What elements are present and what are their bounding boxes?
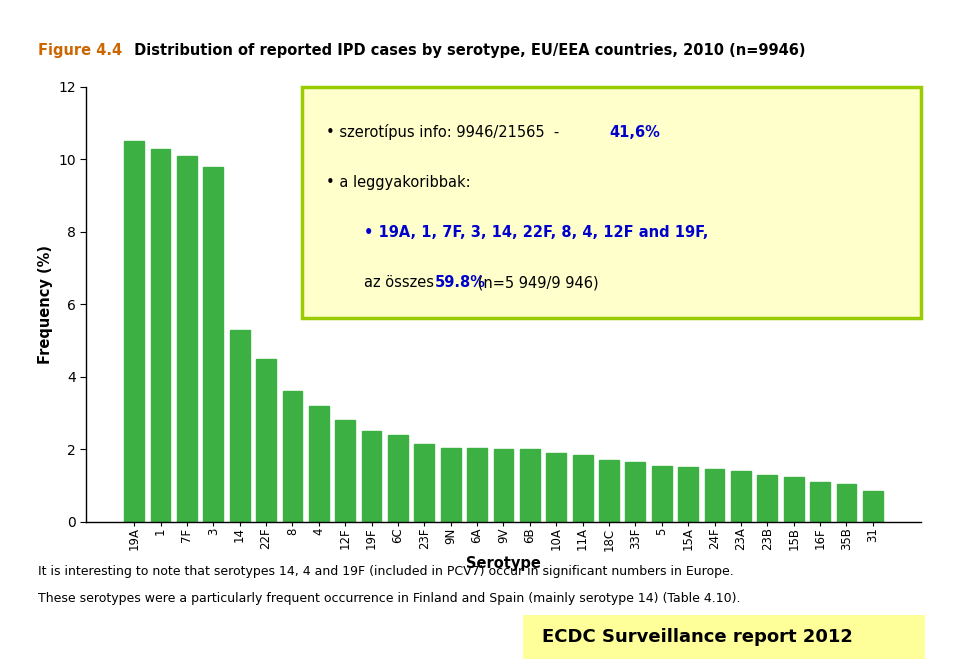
Text: • szerotípus info: 9946/21565  -: • szerotípus info: 9946/21565 - [326,124,564,140]
Bar [599,460,619,522]
Text: These serotypes were a particularly frequent occurrence in Finland and Spain (ma: These serotypes were a particularly freq… [38,592,741,605]
Bar [467,448,487,522]
Bar [705,469,724,522]
Text: Figure 4.4: Figure 4.4 [38,43,123,58]
Bar [336,420,355,522]
X-axis label: Serotype: Serotype [466,556,541,571]
Bar [810,482,830,522]
Bar [625,462,645,522]
Text: 59.8%: 59.8% [434,276,485,290]
Bar [203,167,223,522]
Bar [494,450,513,522]
Bar [678,468,698,522]
Text: az összes: az összes [364,276,439,290]
Bar [388,435,408,522]
Bar [177,156,197,522]
Bar [256,359,276,522]
Bar [784,476,804,522]
Bar [125,141,144,522]
Text: (n=5 949/9 946): (n=5 949/9 946) [473,276,598,290]
Bar [441,448,460,522]
Text: • a leggyakoribbak:: • a leggyakoribbak: [326,175,471,190]
Bar [547,453,566,522]
Bar [309,406,329,522]
Bar [573,455,593,522]
Bar [230,330,249,522]
Bar [414,444,434,522]
Y-axis label: Frequency (%): Frequency (%) [37,245,53,364]
Bar [731,471,751,522]
Bar [362,432,382,522]
Bar [283,391,302,522]
Bar [520,450,540,522]
Bar [836,484,856,522]
Bar [863,491,882,522]
Text: 41,6%: 41,6% [609,125,660,140]
Text: It is interesting to note that serotypes 14, 4 and 19F (included in PCV7) occur : It is interesting to note that serotypes… [38,565,734,578]
Bar [151,149,171,522]
Text: Distribution of reported IPD cases by serotype, EU/EEA countries, 2010 (n=9946): Distribution of reported IPD cases by se… [129,43,806,58]
Bar [758,475,777,522]
Text: ECDC Surveillance report 2012: ECDC Surveillance report 2012 [542,628,853,646]
Text: • 19A, 1, 7F, 3, 14, 22F, 8, 4, 12F and 19F,: • 19A, 1, 7F, 3, 14, 22F, 8, 4, 12F and … [364,225,709,240]
Bar [652,466,671,522]
